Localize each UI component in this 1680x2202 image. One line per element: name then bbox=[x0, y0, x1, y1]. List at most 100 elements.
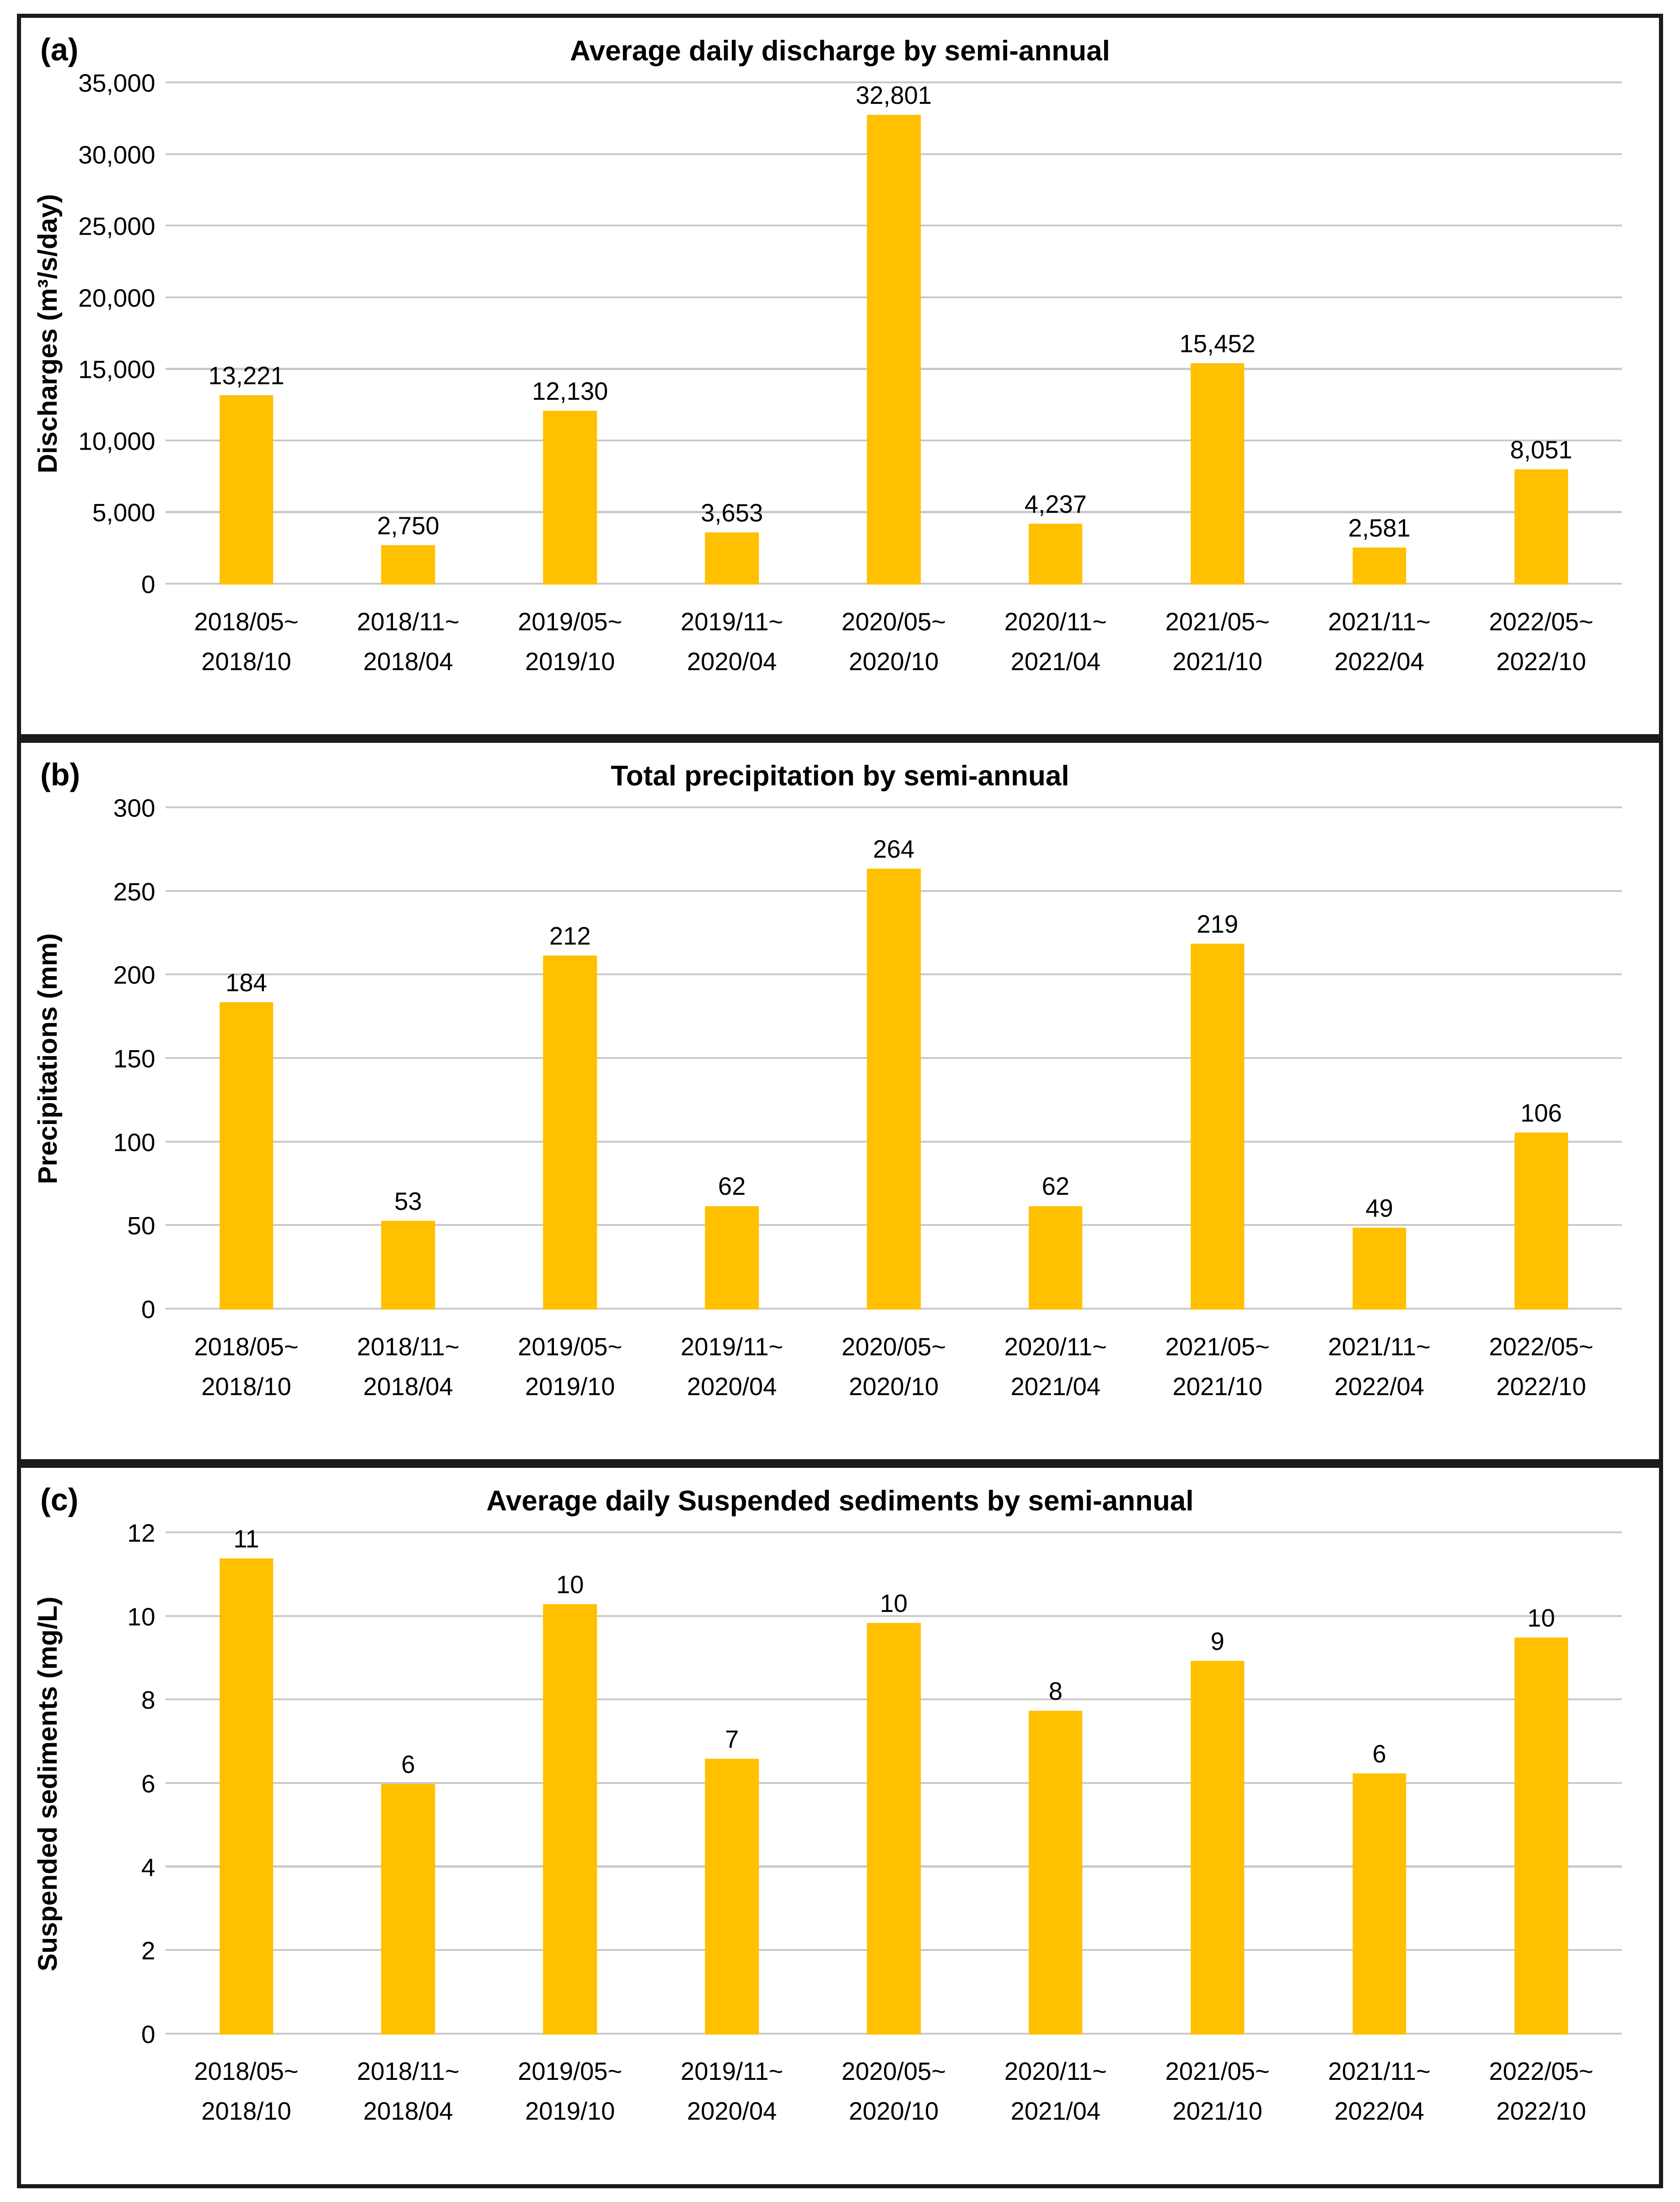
bar bbox=[1514, 469, 1568, 585]
y-tick-label: 12 bbox=[127, 1519, 156, 1547]
x-category-line1: 2018/05~ bbox=[194, 1332, 299, 1361]
bar-value-label: 6 bbox=[401, 1750, 415, 1778]
bar bbox=[219, 395, 274, 585]
x-category-label: 2019/11~ 2020/04 bbox=[681, 2052, 783, 2132]
x-category-label: 2021/05~ 2021/10 bbox=[1165, 2052, 1270, 2132]
gridline bbox=[165, 1615, 1622, 1617]
x-category-line2: 2021/10 bbox=[1172, 1372, 1263, 1401]
bar-value-label: 10 bbox=[880, 1590, 908, 1618]
y-tick-label: 5,000 bbox=[92, 499, 156, 527]
x-category-label: 2018/11~ 2018/04 bbox=[357, 1327, 459, 1407]
x-category-line2: 2022/04 bbox=[1334, 647, 1424, 676]
y-tick-label: 15,000 bbox=[78, 355, 156, 384]
panel-letter: (c) bbox=[40, 1482, 79, 1518]
y-axis-title: Discharges (m³/s/day) bbox=[32, 194, 63, 474]
y-tick-label: 25,000 bbox=[78, 212, 156, 241]
bar-value-label: 2,581 bbox=[1348, 514, 1411, 542]
bar bbox=[1352, 1773, 1406, 2035]
bar-value-label: 184 bbox=[225, 968, 267, 997]
x-category-line2: 2020/04 bbox=[687, 647, 777, 676]
bar-value-label: 62 bbox=[718, 1172, 746, 1201]
x-category-label: 2022/05~ 2022/10 bbox=[1489, 2052, 1593, 2132]
y-tick-label: 150 bbox=[113, 1044, 156, 1073]
x-category-line1: 2018/11~ bbox=[357, 1332, 460, 1361]
x-category-line1: 2019/11~ bbox=[681, 2057, 784, 2086]
y-axis-title: Precipitations (mm) bbox=[32, 933, 63, 1185]
y-tick-label: 10,000 bbox=[78, 427, 156, 456]
bar-value-label: 212 bbox=[549, 922, 591, 950]
x-category-line1: 2021/11~ bbox=[1328, 1332, 1431, 1361]
bar bbox=[867, 115, 921, 585]
x-category-line1: 2019/05~ bbox=[518, 1332, 623, 1361]
y-tick-label: 30,000 bbox=[78, 140, 156, 169]
x-category-label: 2020/11~ 2021/04 bbox=[1004, 1327, 1107, 1407]
y-tick-label: 0 bbox=[141, 570, 156, 599]
x-category-line2: 2020/10 bbox=[848, 2097, 939, 2126]
x-category-line1: 2021/05~ bbox=[1165, 607, 1270, 636]
bar bbox=[705, 1206, 759, 1310]
gridline bbox=[165, 806, 1622, 809]
x-category-line1: 2019/11~ bbox=[681, 607, 784, 636]
bar-value-label: 15,452 bbox=[1179, 330, 1256, 358]
y-tick-label: 6 bbox=[141, 1769, 156, 1798]
x-category-line2: 2018/10 bbox=[201, 1372, 291, 1401]
bar-value-label: 32,801 bbox=[855, 81, 932, 110]
x-category-line1: 2020/05~ bbox=[841, 2057, 946, 2086]
bar-value-label: 8,051 bbox=[1510, 436, 1573, 464]
x-category-line2: 2019/10 bbox=[525, 2097, 615, 2126]
y-tick-label: 250 bbox=[113, 877, 156, 906]
x-category-line2: 2018/04 bbox=[363, 2097, 453, 2126]
bar bbox=[1029, 1206, 1083, 1310]
bar bbox=[1352, 1228, 1406, 1310]
x-category-label: 2021/05~ 2021/10 bbox=[1165, 1327, 1270, 1407]
x-category-line1: 2020/11~ bbox=[1004, 2057, 1107, 2086]
x-category-line2: 2018/04 bbox=[363, 647, 453, 676]
x-category-line2: 2022/10 bbox=[1496, 2097, 1586, 2126]
panel-c: (c) Average daily Suspended sediments by … bbox=[21, 1459, 1659, 2184]
bar-value-label: 13,221 bbox=[208, 362, 284, 390]
x-category-line1: 2019/05~ bbox=[518, 2057, 623, 2086]
x-category-line1: 2021/11~ bbox=[1328, 2057, 1431, 2086]
bar bbox=[705, 1759, 759, 2035]
y-tick-label: 20,000 bbox=[78, 284, 156, 312]
x-category-line2: 2018/04 bbox=[363, 1372, 453, 1401]
x-category-line1: 2021/05~ bbox=[1165, 1332, 1270, 1361]
bar bbox=[381, 1783, 435, 2035]
x-category-line1: 2019/05~ bbox=[518, 607, 623, 636]
x-category-label: 2021/11~ 2022/04 bbox=[1328, 2052, 1431, 2132]
x-category-line1: 2018/11~ bbox=[357, 607, 460, 636]
y-tick-label: 100 bbox=[113, 1128, 156, 1157]
x-category-line1: 2020/11~ bbox=[1004, 1332, 1107, 1361]
plot-area: 0 50 100 150 200 250 300 184 2018/05~ 2018/10 53 20… bbox=[113, 795, 1622, 1401]
bar-value-label: 10 bbox=[556, 1571, 584, 1599]
x-category-label: 2020/11~ 2021/04 bbox=[1004, 2052, 1107, 2132]
bar bbox=[381, 1221, 435, 1310]
x-category-line2: 2020/10 bbox=[848, 1372, 939, 1401]
x-category-line1: 2022/05~ bbox=[1489, 607, 1594, 636]
y-tick-label: 200 bbox=[113, 961, 156, 989]
bar bbox=[1191, 944, 1245, 1310]
bar-value-label: 9 bbox=[1210, 1627, 1224, 1655]
panel-b: (b) Total precipitation by semi-annual Pre… bbox=[21, 734, 1659, 1459]
x-category-label: 2022/05~ 2022/10 bbox=[1489, 1327, 1593, 1407]
panels-container: (a) Average daily discharge by semi-annua… bbox=[21, 18, 1659, 2184]
y-tick-label: 0 bbox=[141, 1295, 156, 1324]
y-tick-label: 2 bbox=[141, 1936, 156, 1965]
bar bbox=[1191, 363, 1245, 585]
chart-title: Average daily Suspended sediments by sem… bbox=[486, 1485, 1194, 1517]
bar bbox=[1352, 548, 1406, 585]
x-category-label: 2019/05~ 2019/10 bbox=[518, 2052, 622, 2132]
panel-letter: (a) bbox=[40, 32, 79, 68]
x-category-label: 2019/11~ 2020/04 bbox=[681, 1327, 783, 1407]
plot-area: 0 2 4 6 8 10 12 11 2018/05~ 2018/10 6 2018/11~ 2018/… bbox=[127, 1520, 1622, 2125]
bar bbox=[219, 1002, 274, 1310]
x-category-line1: 2021/05~ bbox=[1165, 2057, 1270, 2086]
x-category-label: 2018/11~ 2018/04 bbox=[357, 602, 459, 682]
x-category-line2: 2018/10 bbox=[201, 2097, 291, 2126]
bar bbox=[867, 1623, 921, 2035]
bar-value-label: 6 bbox=[1372, 1740, 1386, 1768]
panel-a: (a) Average daily discharge by semi-annua… bbox=[21, 18, 1659, 734]
x-category-line1: 2022/05~ bbox=[1489, 1332, 1594, 1361]
bar bbox=[1191, 1660, 1245, 2035]
bar-value-label: 3,653 bbox=[701, 499, 763, 527]
